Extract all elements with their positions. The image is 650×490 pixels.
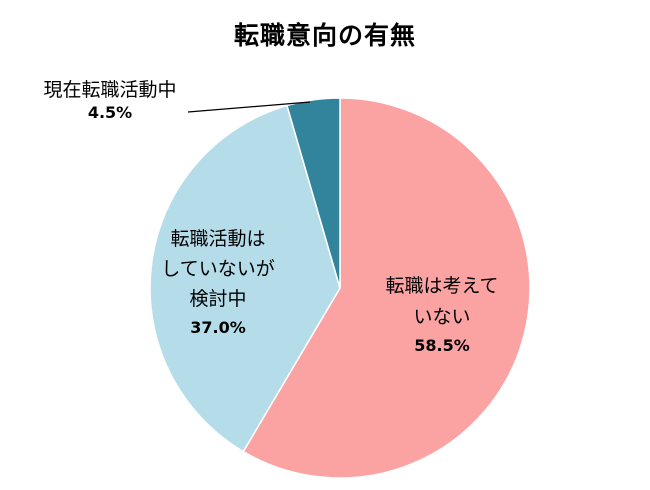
- slice-name-line: 検討中: [189, 288, 246, 310]
- pie-slice: [286, 97, 341, 289]
- slice-name-line: していないが: [161, 258, 274, 280]
- pie-slices: [149, 97, 531, 479]
- slice-name-line: いない: [413, 306, 470, 328]
- leader-line: [187, 101, 311, 113]
- pie-slice: [242, 97, 531, 479]
- slice-name-label: 現在転職活動中: [43, 79, 176, 101]
- slice-name-line: 現在転職活動中: [43, 79, 176, 101]
- slice-label-group: 転職活動はしていないが検討中 37.0%: [161, 228, 274, 337]
- slice-name-line: 転職活動は: [170, 228, 265, 250]
- slice-name-label: 転職活動はしていないが検討中: [161, 228, 274, 310]
- slice-value-label: 37.0%: [190, 318, 246, 337]
- slice-name-label: 転職は考えていない: [385, 275, 498, 328]
- chart-title: 転職意向の有無: [233, 21, 416, 50]
- pie-slice: [149, 104, 341, 453]
- slice-value-label: 4.5%: [88, 103, 132, 122]
- slice-label-group: 現在転職活動中 4.5%: [43, 79, 311, 122]
- slice-value-label: 58.5%: [414, 336, 470, 355]
- slice-name-line: 転職は考えて: [385, 275, 498, 297]
- pie-labels: 転職は考えていない 58.5% 転職活動はしていないが検討中 37.0% 現在転職活動中…: [43, 79, 498, 355]
- slice-label-group: 転職は考えていない 58.5%: [385, 275, 498, 355]
